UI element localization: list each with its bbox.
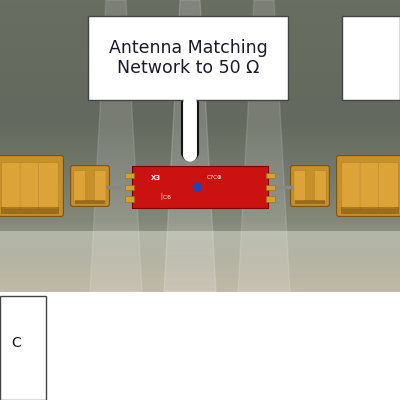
- Bar: [132, 166, 268, 208]
- Bar: [266, 185, 275, 190]
- Bar: [342, 16, 400, 100]
- FancyBboxPatch shape: [294, 170, 306, 202]
- FancyBboxPatch shape: [314, 170, 326, 202]
- Text: Antenna Matching
Network to 50 Ω: Antenna Matching Network to 50 Ω: [109, 39, 267, 77]
- Text: C7C⊕: C7C⊕: [207, 175, 222, 180]
- Bar: [1, 207, 59, 214]
- FancyBboxPatch shape: [0, 156, 63, 216]
- Text: C: C: [11, 336, 21, 350]
- Bar: [266, 173, 275, 178]
- FancyBboxPatch shape: [39, 162, 58, 210]
- Text: X3: X3: [151, 175, 162, 181]
- Text: │C6: │C6: [159, 193, 171, 200]
- FancyBboxPatch shape: [290, 166, 330, 206]
- Bar: [0, 292, 400, 400]
- FancyBboxPatch shape: [74, 170, 86, 202]
- FancyBboxPatch shape: [94, 170, 106, 202]
- Polygon shape: [238, 0, 290, 292]
- Bar: [295, 200, 325, 204]
- FancyBboxPatch shape: [70, 166, 109, 206]
- Bar: [341, 207, 399, 214]
- FancyBboxPatch shape: [2, 162, 21, 210]
- FancyBboxPatch shape: [337, 156, 400, 216]
- Bar: [75, 200, 105, 204]
- Bar: [125, 196, 134, 202]
- FancyBboxPatch shape: [379, 162, 398, 210]
- FancyBboxPatch shape: [20, 162, 40, 210]
- FancyBboxPatch shape: [360, 162, 380, 210]
- Bar: [125, 185, 134, 190]
- Bar: [0, 296, 46, 400]
- Circle shape: [193, 183, 201, 191]
- Polygon shape: [164, 0, 216, 292]
- Bar: [266, 196, 275, 202]
- FancyBboxPatch shape: [342, 162, 361, 210]
- Polygon shape: [90, 0, 142, 292]
- Bar: [125, 173, 134, 178]
- Bar: [88, 16, 288, 100]
